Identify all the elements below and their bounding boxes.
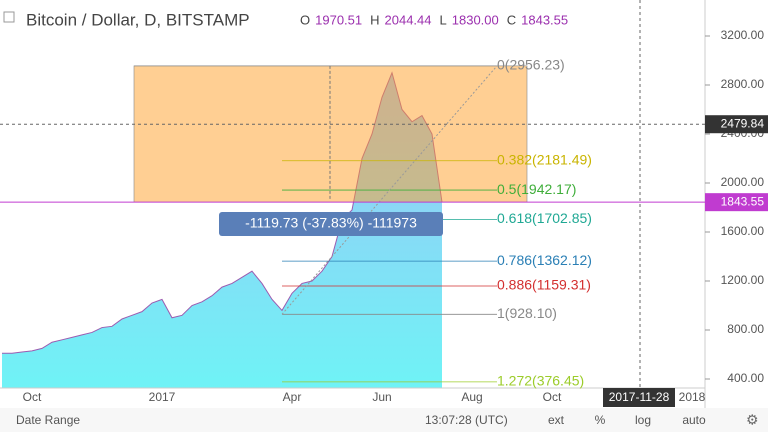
date-label: 2017-11-28 (609, 390, 670, 404)
x-tick-label: 2018 (679, 390, 706, 404)
ohlc-key: L (440, 12, 447, 27)
fib-label: 1(928.10) (497, 305, 557, 321)
ohlc-key: C (507, 12, 516, 27)
price-label-bg (705, 193, 768, 212)
area-fill (2, 72, 442, 388)
ohlc-value: 2044.44 (385, 12, 432, 27)
y-tick-label: 3200.00 (721, 28, 765, 42)
x-tick-label: Oct (23, 390, 42, 404)
price-label: 1843.55 (721, 194, 765, 208)
toolbar-button[interactable]: log (635, 413, 651, 427)
toolbar (0, 408, 768, 432)
fib-label: 0.886(1159.31) (497, 277, 591, 293)
ohlc-key: H (370, 12, 379, 27)
fib-label: 0(2956.23) (497, 57, 565, 73)
fib-label: 1.272(376.45) (497, 373, 584, 389)
measure-bg (219, 212, 443, 236)
ohlc-key: O (300, 12, 310, 27)
price-label-bg (705, 115, 768, 134)
chart-title: Bitcoin / Dollar, D, BITSTAMP (26, 10, 250, 29)
date-range[interactable]: Date Range (16, 413, 80, 427)
ohlc-value: 1970.51 (315, 12, 362, 27)
y-tick-label: 1200.00 (721, 273, 765, 287)
y-tick-label: 1600.00 (721, 224, 765, 238)
y-tick-label: 800.00 (727, 322, 764, 336)
ohlc-value: 1843.55 (521, 12, 568, 27)
collapse-icon[interactable] (3, 11, 15, 23)
settings-icon[interactable]: ⚙ (746, 412, 759, 428)
fib-label: 0.382(2181.49) (497, 151, 592, 167)
toolbar-button[interactable]: ext (548, 413, 565, 427)
fib-label: 0.5(1942.17) (497, 181, 576, 197)
x-tick-label: Oct (543, 390, 562, 404)
price-label: 2479.84 (721, 116, 765, 130)
x-tick-label: Apr (283, 390, 302, 404)
x-tick-label: 2017 (149, 390, 176, 404)
measure-label: -1119.73 (-37.83%) -111973 (245, 215, 417, 231)
date-label-bg (603, 388, 675, 407)
y-tick-label: 400.00 (727, 371, 764, 385)
x-tick-label: Aug (461, 390, 482, 404)
y-tick-label: 2000.00 (721, 175, 765, 189)
toolbar-button[interactable]: auto (682, 413, 706, 427)
fib-label: 0.786(1362.12) (497, 252, 592, 268)
fib-label: 0.618(1702.85) (497, 210, 592, 226)
toolbar-button[interactable]: % (595, 413, 606, 427)
y-tick-label: 2800.00 (721, 77, 765, 91)
x-tick-label: Jun (372, 390, 391, 404)
clock: 13:07:28 (UTC) (425, 413, 508, 427)
ohlc-value: 1830.00 (452, 12, 499, 27)
trend-line (281, 65, 498, 315)
